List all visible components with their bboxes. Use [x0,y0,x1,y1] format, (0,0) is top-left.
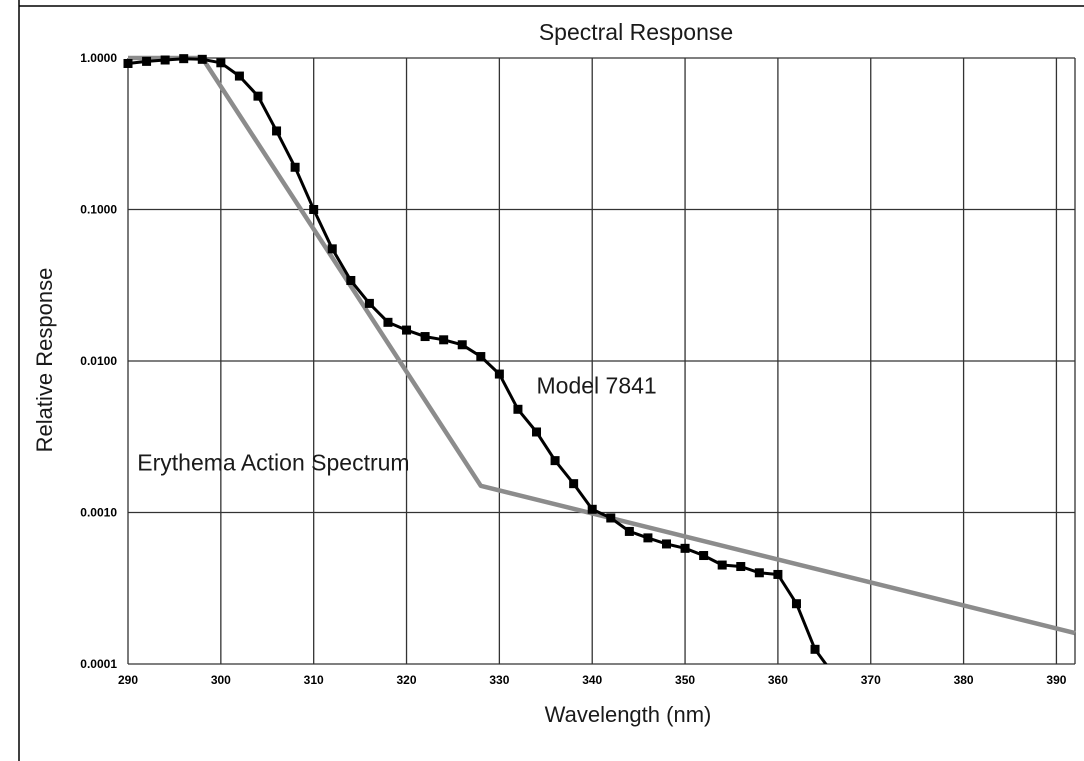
data-point-model-7841-290 [123,58,133,68]
y-tick-label-0.0100: 0.0100 [80,354,117,368]
data-point-model-7841-316 [364,298,374,308]
y-tick-label-1.0000: 1.0000 [80,51,117,65]
x-tick-label-350: 350 [675,673,695,687]
data-point-model-7841-358 [754,568,764,578]
data-point-model-7841-326 [457,340,467,350]
data-point-model-7841-324 [439,335,449,345]
data-point-model-7841-300 [216,58,226,68]
data-point-model-7841-310 [309,205,319,214]
data-point-model-7841-352 [699,551,709,561]
chart-title: Spectral Response [539,19,733,45]
data-point-model-7841-306 [272,126,282,136]
x-tick-label-380: 380 [954,673,974,687]
data-point-model-7841-314 [346,275,356,285]
x-tick-label-290: 290 [118,673,138,687]
data-point-model-7841-364 [810,644,820,654]
data-point-model-7841-312 [327,244,337,254]
data-point-model-7841-318 [383,317,393,327]
data-point-model-7841-328 [476,352,486,362]
data-point-model-7841-354 [717,560,727,570]
data-point-model-7841-322 [420,332,430,342]
tick-labels: 290 300 310 320 330 340 350 360 370 380 390 1.0000 0… [80,51,1066,687]
data-point-model-7841-330 [494,369,504,379]
data-point-model-7841-320 [402,325,412,335]
y-tick-label-0.1000: 0.1000 [80,203,117,217]
y-tick-label-0.0001: 0.0001 [80,657,117,671]
data-point-model-7841-292 [142,56,152,66]
x-tick-label-320: 320 [397,673,417,687]
y-axis-title: Relative Response [32,268,57,453]
data-point-model-7841-298 [197,54,207,64]
data-point-model-7841-356 [736,562,746,572]
x-tick-label-310: 310 [304,673,324,687]
x-tick-label-360: 360 [768,673,788,687]
y-tick-label-0.0010: 0.0010 [80,506,117,520]
x-tick-label-370: 370 [861,673,881,687]
data-point-model-7841-308 [290,162,300,172]
data-point-model-7841-342 [606,513,616,523]
annotation-model-7841: Model 7841 [537,373,657,399]
annotation-erythema-action-spectrum: Erythema Action Spectrum [137,449,409,475]
data-point-model-7841-338 [569,479,579,489]
data-point-model-7841-348 [661,539,671,549]
data-point-model-7841-362 [791,599,801,609]
data-point-model-7841-294 [160,55,170,65]
data-point-model-7841-350 [680,543,690,553]
x-tick-label-390: 390 [1046,673,1066,687]
data-point-model-7841-332 [513,404,523,414]
data-point-model-7841-302 [234,71,244,81]
data-point-model-7841-340 [587,504,597,514]
x-tick-label-330: 330 [489,673,509,687]
grid-lines [127,57,1076,665]
data-point-model-7841-360 [773,569,783,579]
x-tick-label-300: 300 [211,673,231,687]
data-point-model-7841-334 [532,427,542,437]
x-tick-label-340: 340 [582,673,602,687]
data-point-model-7841-336 [550,456,560,466]
series-group [123,54,1076,664]
data-point-model-7841-296 [179,54,189,64]
data-point-model-7841-304 [253,91,263,101]
data-point-model-7841-346 [643,533,653,543]
data-point-model-7841-344 [624,526,634,536]
x-axis-title: Wavelength (nm) [545,702,712,727]
annotations: Model 7841 Erythema Action Spectrum [137,373,656,476]
